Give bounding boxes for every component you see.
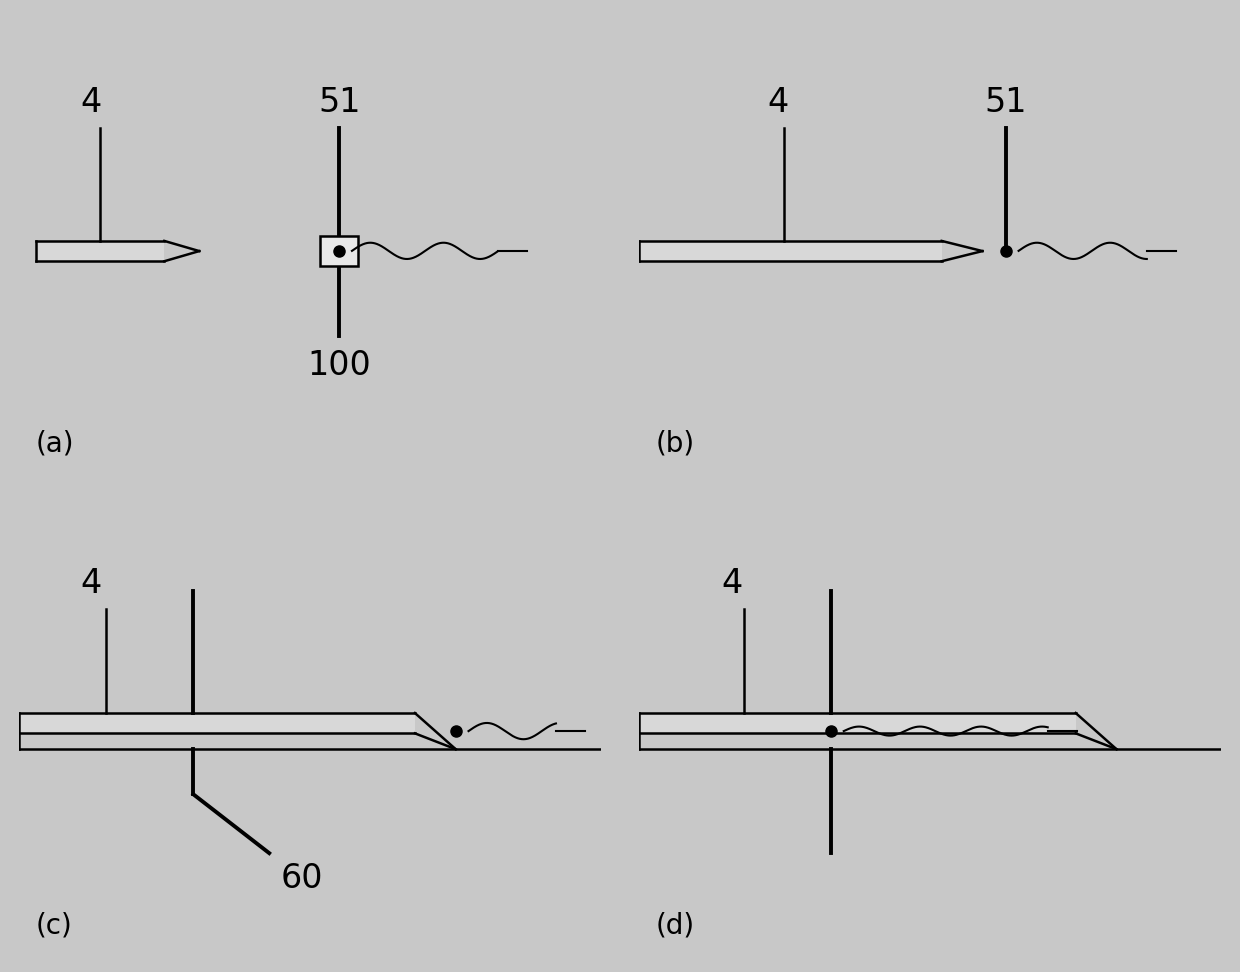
Bar [639,241,941,261]
Bar [19,713,415,733]
Text: (c): (c) [36,911,73,939]
Text: 4: 4 [768,86,789,119]
Bar [36,241,164,261]
Text: 4: 4 [722,567,743,600]
Text: 51: 51 [317,86,361,119]
Bar [639,713,1076,733]
Text: (d): (d) [656,911,696,939]
Text: 4: 4 [81,567,102,600]
Bar [320,236,358,265]
Text: 60: 60 [280,862,324,895]
Text: 51: 51 [985,86,1027,119]
Text: 4: 4 [81,86,102,119]
Text: 100: 100 [308,349,371,382]
Text: (a): (a) [36,430,74,458]
Text: (b): (b) [656,430,696,458]
